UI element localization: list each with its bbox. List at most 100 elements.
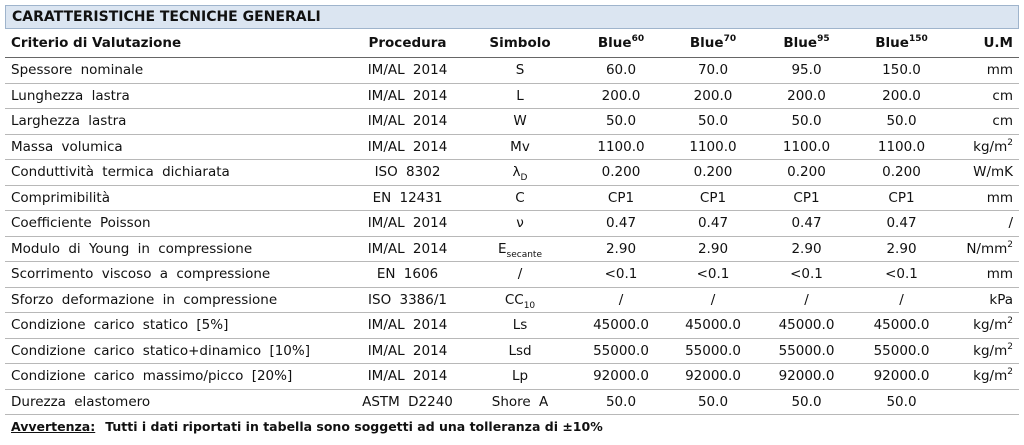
cell-superscript: 2 (1007, 316, 1013, 327)
table-cell: 92000.0 (575, 363, 667, 390)
footer-text: Tutti i dati riportati in tabella sono s… (105, 419, 603, 434)
table-cell: 55000.0 (759, 338, 854, 364)
table-cell: 2.90 (854, 236, 949, 262)
table-cell: 1100.0 (667, 134, 759, 160)
table-cell: <0.1 (667, 261, 759, 288)
table-cell: Shore A (465, 389, 575, 415)
table-cell: ASTM D2240 (350, 389, 465, 415)
table-cell: Scorrimento viscoso a compressione (5, 261, 350, 288)
table-cell: Criterio di Valutazione (5, 29, 350, 58)
table-cell: IM/AL 2014 (350, 363, 465, 390)
table-cell: 1100.0 (575, 134, 667, 160)
table-cell: 2.90 (575, 236, 667, 262)
cell-text: kg/m (973, 368, 1008, 385)
table-cell: kg/m2 (949, 134, 1019, 160)
table-cell: kg/m2 (949, 338, 1019, 364)
table-cell: 95.0 (759, 57, 854, 84)
table-row: Comprimibilità EN 12431 C CP1 CP1 CP1 CP1 mm (5, 185, 1019, 211)
table-cell: IM/AL 2014 (350, 338, 465, 364)
table-cell: 55000.0 (667, 338, 759, 364)
spec-sheet: CARATTERISTICHE TECNICHE GENERALI Criter… (5, 5, 1019, 434)
cell-text: kg/m (973, 342, 1008, 359)
table-cell: 200.0 (575, 83, 667, 109)
table-cell: CP1 (854, 185, 949, 211)
table-cell: 50.0 (854, 389, 949, 415)
table-cell: 45000.0 (575, 312, 667, 339)
cell-superscript: 95 (817, 34, 830, 44)
table-cell: / (949, 210, 1019, 237)
table-cell: Ls (465, 312, 575, 339)
table-cell: CC10 (465, 287, 575, 313)
cell-superscript: 2 (1007, 341, 1013, 352)
table-row: Durezza elastomero ASTM D2240 Shore A 50.0 5… (5, 389, 1019, 415)
table-cell: Larghezza lastra (5, 108, 350, 135)
table-cell: kPa (949, 287, 1019, 313)
table-cell: IM/AL 2014 (350, 134, 465, 160)
cell-text: CC (504, 291, 524, 308)
table-cell: 2.90 (759, 236, 854, 262)
table-cell: IM/AL 2014 (350, 312, 465, 339)
cell-subscript: D (520, 173, 528, 184)
cell-text: E (498, 240, 507, 257)
table-cell: 0.47 (759, 210, 854, 237)
table-cell: Blue70 (667, 29, 759, 58)
table-cell: Blue95 (759, 29, 854, 58)
table-cell: Condizione carico massimo/picco [20%] (5, 363, 350, 390)
table-cell: Modulo di Young in compressione (5, 236, 350, 262)
table-cell: U.M (949, 29, 1019, 58)
table-cell: EN 1606 (350, 261, 465, 288)
table-cell: 200.0 (854, 83, 949, 109)
table-cell: Esecante (465, 236, 575, 262)
table-row: Modulo di Young in compressione IM/AL 201… (5, 236, 1019, 262)
table-cell: mm (949, 261, 1019, 288)
table-title: CARATTERISTICHE TECNICHE GENERALI (5, 5, 1019, 29)
table-cell: 1100.0 (759, 134, 854, 160)
table-cell: 0.47 (854, 210, 949, 237)
table-cell: Condizione carico statico+dinamico [10%] (5, 338, 350, 364)
spec-table: Criterio di Valutazione Procedura Simbolo B… (5, 29, 1019, 415)
table-cell: kg/m2 (949, 312, 1019, 339)
table-cell: Conduttività termica dichiarata (5, 159, 350, 186)
table-cell: 200.0 (759, 83, 854, 109)
table-cell: / (465, 261, 575, 288)
table-row: Scorrimento viscoso a compressione EN 160… (5, 261, 1019, 288)
empty-cell (949, 389, 1019, 415)
table-cell: 50.0 (667, 389, 759, 415)
footer: Avvertenza: Tutti i dati riportati in tab… (5, 419, 1019, 434)
table-cell: Spessore nominale (5, 57, 350, 84)
table-cell: 92000.0 (854, 363, 949, 390)
table-row: Condizione carico massimo/picco [20%] IM/… (5, 363, 1019, 390)
table-cell: 0.200 (759, 159, 854, 186)
table-cell: IM/AL 2014 (350, 108, 465, 135)
table-cell: Lp (465, 363, 575, 390)
table-cell: / (854, 287, 949, 313)
table-row: Conduttività termica dichiarata ISO 8302 λ… (5, 159, 1019, 186)
table-row: Larghezza lastra IM/AL 2014 W 50.0 50.0 50.0 5… (5, 108, 1019, 135)
cell-text: Blue (875, 35, 909, 51)
cell-text: Blue (689, 35, 724, 51)
cell-subscript: 10 (523, 300, 536, 311)
table-cell: <0.1 (575, 261, 667, 288)
table-cell: Mv (465, 134, 575, 160)
header-row: Criterio di Valutazione Procedura Simbolo B… (5, 29, 1019, 58)
table-cell: Blue60 (575, 29, 667, 58)
cell-text: N/mm (966, 240, 1008, 257)
table-cell: CP1 (667, 185, 759, 211)
cell-text: kg/m (973, 317, 1008, 334)
table-row: Condizione carico statico+dinamico [10%]… (5, 338, 1019, 364)
table-cell: 50.0 (759, 108, 854, 135)
table-cell: Comprimibilità (5, 185, 350, 211)
table-cell: 150.0 (854, 57, 949, 84)
cell-text: kg/m (973, 138, 1008, 155)
table-cell: λD (465, 159, 575, 186)
table-cell: 50.0 (575, 389, 667, 415)
cell-superscript: 2 (1007, 239, 1013, 250)
table-cell: 0.47 (575, 210, 667, 237)
table-cell: L (465, 83, 575, 109)
table-cell: W/mK (949, 159, 1019, 186)
table-cell: 0.200 (575, 159, 667, 186)
table-cell: <0.1 (759, 261, 854, 288)
table-cell: cm (949, 83, 1019, 109)
cell-text: λ (512, 164, 521, 181)
